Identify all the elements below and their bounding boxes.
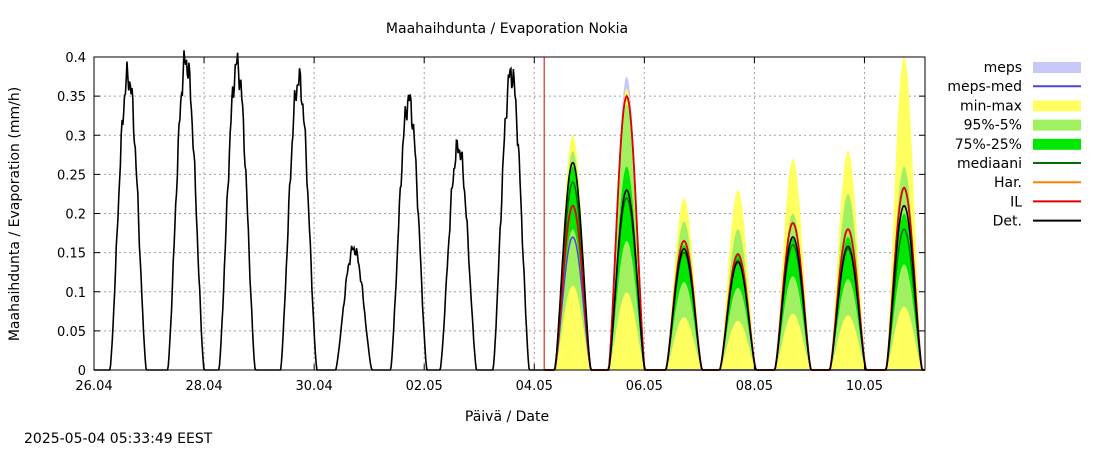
y-tick-label: 0.25	[57, 168, 86, 183]
timestamp: 2025-05-04 05:33:49 EEST	[24, 431, 213, 447]
x-tick-label: 06.05	[626, 379, 663, 394]
legend-label: 75%-25%	[955, 137, 1022, 153]
legend-label: 95%-5%	[964, 118, 1022, 134]
legend-label: min-max	[960, 98, 1022, 114]
x-tick-label: 04.05	[516, 379, 553, 394]
y-tick-label: 0.2	[65, 208, 86, 223]
y-axis-title: Maahaihdunta / Evaporation (mm/h)	[7, 87, 23, 341]
x-tick-label: 28.04	[185, 379, 222, 394]
legend-swatch-meps	[1033, 62, 1081, 73]
y-tick-label: 0.15	[57, 247, 86, 262]
legend-swatch-minmax	[1033, 100, 1081, 112]
x-tick-label: 10.05	[846, 379, 883, 394]
y-tick-label: 0.3	[65, 129, 86, 144]
legend-label: Har.	[994, 175, 1022, 191]
y-tick-label: 0.4	[65, 51, 86, 66]
y-tick-label: 0.05	[57, 325, 86, 340]
det-line	[94, 50, 925, 371]
y-tick-label: 0.1	[65, 286, 86, 301]
x-tick-label: 30.04	[296, 379, 333, 394]
y-tick-label: 0	[78, 364, 86, 379]
legend-label: Det.	[993, 214, 1022, 230]
legend-label: IL	[1010, 194, 1022, 210]
x-axis-title: Päivä / Date	[465, 409, 549, 425]
legend-swatch-955	[1033, 119, 1081, 131]
y-tick-label: 0.35	[57, 90, 86, 105]
x-tick-label: 26.04	[75, 379, 112, 394]
legend-label: mediaani	[957, 156, 1022, 172]
x-tick-label: 08.05	[736, 379, 773, 394]
legend-swatch-7525	[1033, 138, 1081, 150]
legend-label: meps-med	[947, 79, 1022, 95]
legend-label: meps	[984, 60, 1022, 76]
legend: meps meps-med min-max 95%-5% 75%-25% mediaani…	[947, 60, 1081, 230]
chart-title: Maahaihdunta / Evaporation Nokia	[386, 21, 628, 37]
plot-area: 0 0.05 0.1 0.15 0.2 0.25 0.3 0.35 0.4 26.04 28.04 3…	[57, 50, 926, 394]
x-tick-label: 02.05	[406, 379, 443, 394]
